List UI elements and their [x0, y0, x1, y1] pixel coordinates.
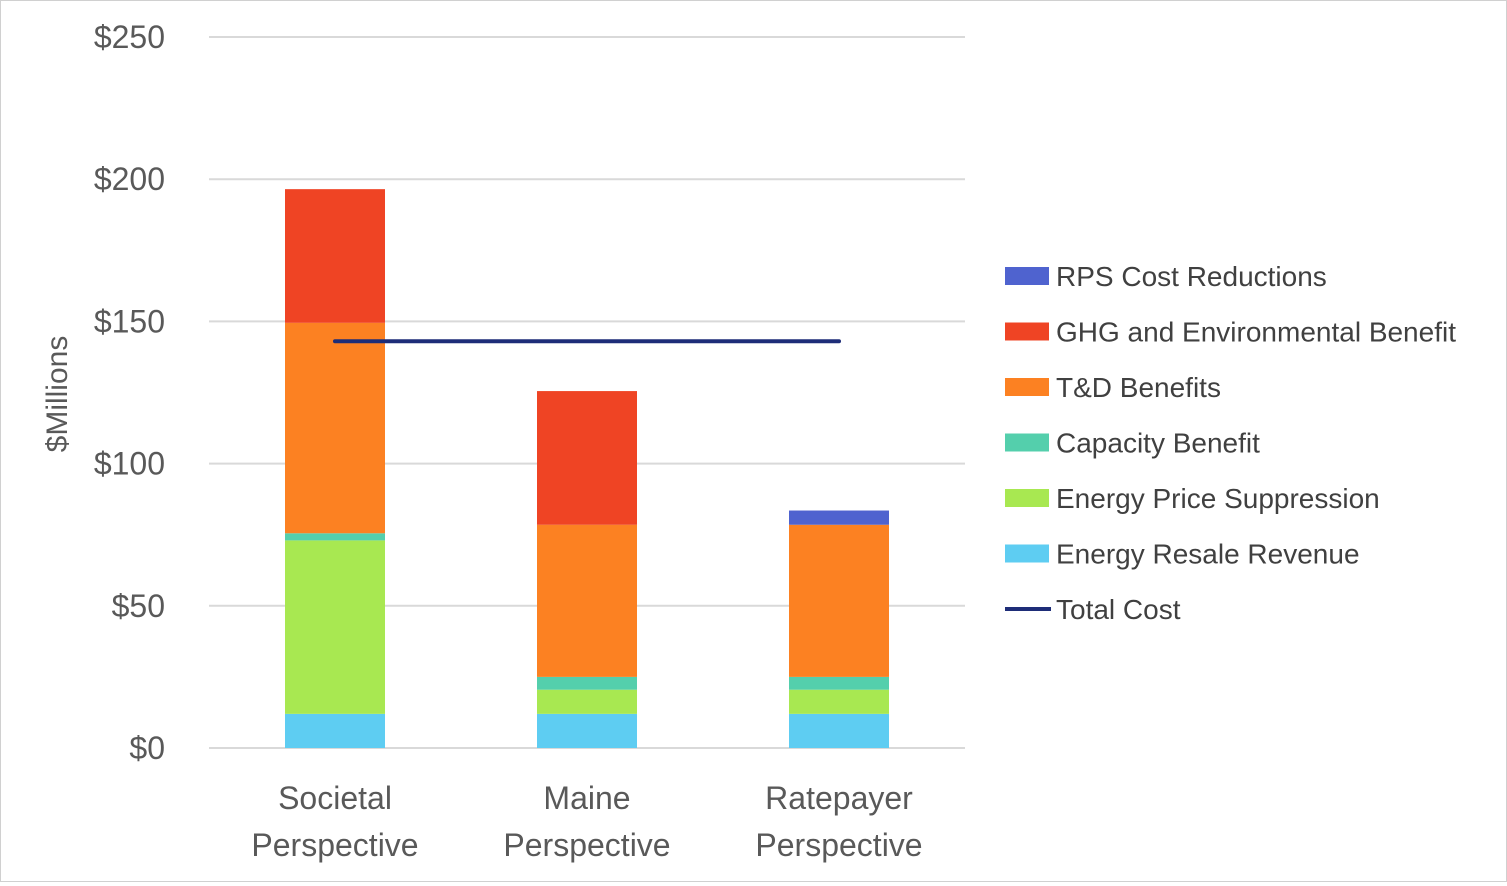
legend-swatch-rps-cost-reductions	[1005, 267, 1049, 285]
y-tick-label: $0	[129, 730, 165, 766]
legend-swatch-capacity-benefit	[1005, 433, 1049, 452]
bar-segment-ghg-and-environmental-benefit	[537, 391, 637, 525]
legend-label-energy-price-suppression: Energy Price Suppression	[1056, 483, 1380, 514]
y-axis-title: $Millions	[41, 336, 74, 453]
legend-label-total-cost: Total Cost	[1056, 594, 1181, 625]
legend-label-energy-resale-revenue: Energy Resale Revenue	[1056, 539, 1360, 570]
x-category-label: Ratepayer Perspective	[755, 780, 922, 863]
legend-label-rps-cost-reductions: RPS Cost Reductions	[1056, 261, 1327, 292]
x-category-label: Maine Perspective	[503, 780, 670, 863]
bar-segment-energy-resale-revenue	[285, 713, 385, 748]
bar-segment-energy-price-suppression	[537, 689, 637, 714]
bar-segment-t-d-benefits	[537, 524, 637, 677]
y-tick-label: $200	[94, 161, 165, 197]
bar-segment-t-d-benefits	[285, 322, 385, 534]
legend: RPS Cost Reductions GHG and Environmental…	[1005, 261, 1456, 625]
bar-segment-t-d-benefits	[789, 524, 889, 677]
y-tick-label: $150	[94, 303, 165, 339]
bar-segment-capacity-benefit	[537, 676, 637, 690]
bar-segment-energy-resale-revenue	[789, 713, 889, 748]
y-tick-label: $50	[112, 588, 165, 624]
legend-label-t-d-benefits: T&D Benefits	[1056, 372, 1221, 403]
y-axis-ticks: $0 $50 $100 $150 $200 $250	[94, 19, 165, 766]
y-tick-label: $250	[94, 19, 165, 55]
y-tick-label: $100	[94, 446, 165, 482]
legend-swatch-energy-resale-revenue	[1005, 544, 1049, 563]
bar-segment-rps-cost-reductions	[789, 510, 889, 525]
bar-segment-energy-resale-revenue	[537, 713, 637, 748]
bar-segment-energy-price-suppression	[285, 540, 385, 714]
legend-swatch-t-d-benefits	[1005, 378, 1049, 396]
legend-swatch-ghg-and-environmental-benefit	[1005, 322, 1049, 341]
legend-swatch-energy-price-suppression	[1005, 489, 1049, 507]
bar-segment-energy-price-suppression	[789, 689, 889, 714]
legend-label-capacity-benefit: Capacity Benefit	[1056, 428, 1260, 459]
bar-segment-ghg-and-environmental-benefit	[285, 189, 385, 323]
bar-segment-capacity-benefit	[789, 676, 889, 690]
bars	[285, 189, 889, 748]
bar-segment-capacity-benefit	[285, 533, 385, 541]
legend-label-ghg-and-environmental-benefit: GHG and Environmental Benefit	[1056, 317, 1456, 348]
x-category-label: Societal Perspective	[251, 780, 418, 863]
x-axis-categories: Societal Perspective Maine Perspective Ratep…	[251, 780, 922, 863]
